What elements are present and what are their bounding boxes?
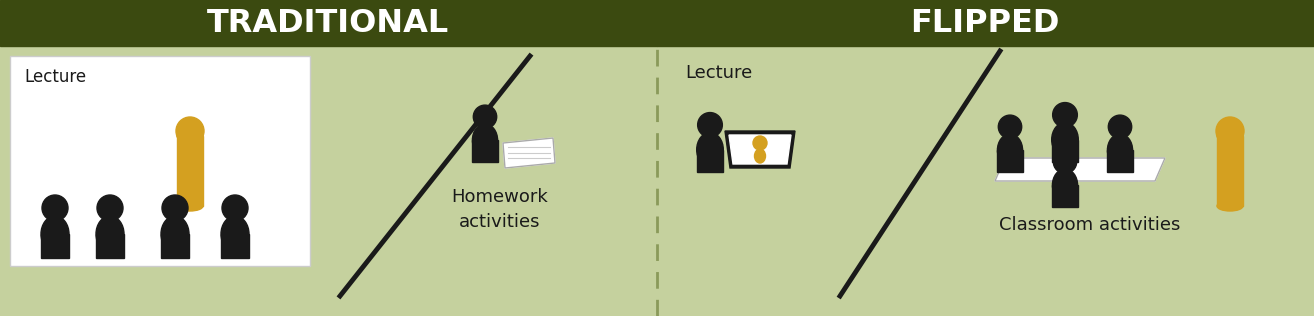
Bar (177, 136, 202, 206)
Circle shape (176, 117, 204, 145)
Text: FLIPPED: FLIPPED (911, 8, 1059, 39)
Polygon shape (503, 138, 555, 168)
Ellipse shape (96, 216, 124, 252)
Polygon shape (729, 135, 791, 164)
Ellipse shape (1217, 131, 1243, 141)
Circle shape (698, 112, 723, 137)
Text: Homework
activities: Homework activities (452, 188, 548, 231)
Polygon shape (995, 158, 1166, 181)
Bar (162, 234, 189, 258)
Bar (657, 0, 1314, 46)
Ellipse shape (696, 132, 723, 167)
Bar (1108, 150, 1133, 172)
Bar (0, 0, 657, 46)
Text: Classroom activities: Classroom activities (1000, 216, 1181, 234)
Bar (1053, 185, 1077, 207)
Ellipse shape (177, 131, 202, 141)
Text: TRADITIONAL: TRADITIONAL (206, 8, 449, 39)
Ellipse shape (754, 149, 766, 163)
Ellipse shape (177, 201, 202, 211)
Circle shape (97, 195, 124, 221)
Bar (41, 234, 70, 258)
Circle shape (753, 136, 767, 150)
Circle shape (42, 195, 68, 221)
Ellipse shape (41, 216, 70, 252)
Circle shape (162, 195, 188, 221)
Ellipse shape (1108, 134, 1133, 167)
Bar (11, 56, 310, 266)
Ellipse shape (473, 124, 498, 156)
Bar (1051, 140, 1079, 162)
Circle shape (473, 105, 497, 129)
Polygon shape (725, 131, 795, 168)
Text: Lecture: Lecture (24, 68, 87, 86)
Ellipse shape (1051, 123, 1079, 157)
Bar (997, 150, 1022, 172)
Text: Lecture: Lecture (685, 64, 752, 82)
Circle shape (1108, 115, 1131, 138)
Bar (1217, 136, 1243, 206)
Circle shape (999, 115, 1022, 138)
Ellipse shape (221, 216, 248, 252)
Ellipse shape (1217, 201, 1243, 211)
Circle shape (1215, 117, 1244, 145)
Ellipse shape (1053, 169, 1077, 201)
Bar (696, 149, 723, 173)
Bar (221, 234, 248, 258)
Ellipse shape (162, 216, 189, 252)
Circle shape (1054, 150, 1076, 173)
Circle shape (1053, 103, 1077, 127)
Bar (473, 140, 498, 162)
Bar (96, 234, 124, 258)
Ellipse shape (997, 134, 1022, 167)
Circle shape (222, 195, 248, 221)
